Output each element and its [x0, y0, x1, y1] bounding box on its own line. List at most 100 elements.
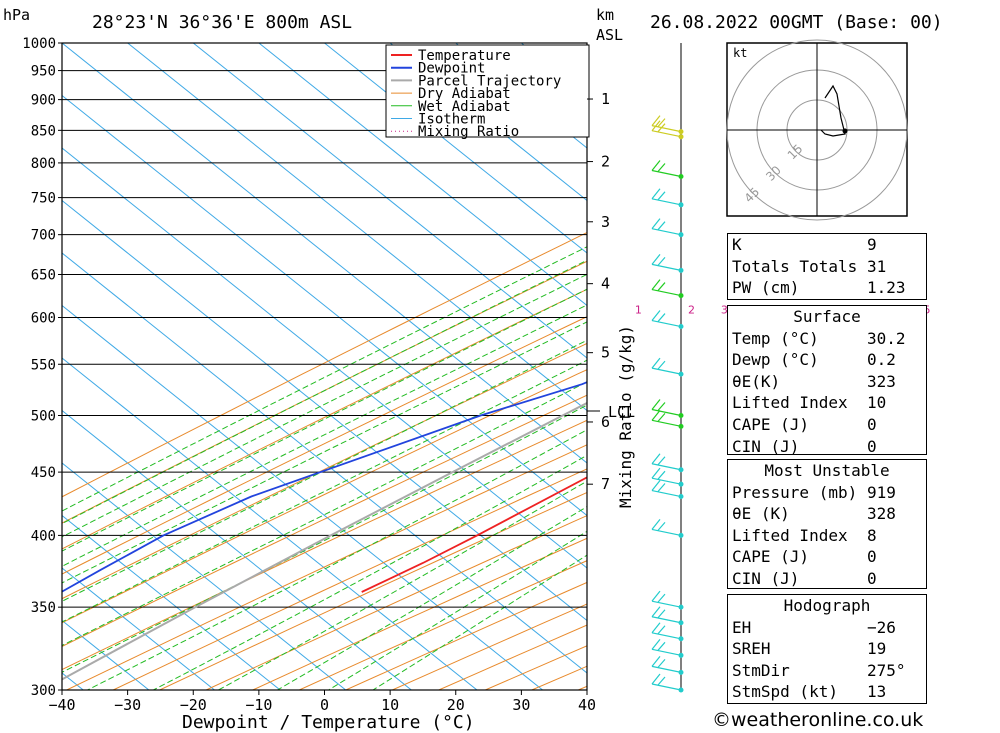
barb-dot	[678, 687, 684, 693]
barb-shaft	[651, 288, 682, 297]
hodograph-value: 19	[867, 639, 887, 659]
barb-shaft	[651, 632, 682, 640]
surface-row: CIN (J) 0	[728, 436, 926, 458]
wind-barb	[651, 590, 684, 610]
wind-barb	[651, 409, 684, 429]
copyright-footer[interactable]: ©weatheronline.co.uk	[712, 709, 924, 731]
pressure-tick-label: 450	[31, 465, 56, 481]
hodograph-value: 275°	[867, 660, 906, 680]
surface-value: 10	[867, 393, 887, 413]
wind-barb	[651, 622, 684, 642]
barb-shaft	[651, 319, 682, 328]
isotherm-line	[62, 43, 587, 464]
hodograph-row: StmDir 275°	[728, 660, 926, 682]
most-unstable-value: 919	[867, 482, 896, 502]
barb-dot	[678, 467, 684, 473]
hodograph-table: Hodograph EH −26 SREH 19 StmDir 275° StmSpd (k…	[727, 594, 927, 704]
km-tick-label: 7	[601, 475, 610, 493]
pressure-tick-label: 700	[31, 228, 56, 244]
hodograph-label: StmSpd (kt)	[732, 682, 838, 702]
pressure-tick-label: 600	[31, 311, 56, 327]
barb-shaft	[651, 130, 682, 138]
barb-flag	[651, 519, 661, 530]
pressure-tick-label: 550	[31, 357, 56, 373]
pressure-tick-label: 900	[31, 93, 56, 109]
pressure-tick-label: 500	[31, 408, 56, 424]
barb-shaft	[651, 683, 682, 691]
isotherm-line	[389, 43, 587, 202]
barb-flag	[651, 673, 661, 685]
km-tick-label: 5	[601, 344, 610, 362]
barb-flag	[657, 282, 666, 291]
barb-shaft	[651, 489, 682, 498]
km-tick-label: 3	[601, 213, 610, 231]
surface-value: 0	[867, 414, 877, 434]
x-axis-label: Dewpoint / Temperature (°C)	[182, 712, 475, 733]
hodograph-label: EH	[732, 617, 752, 637]
surface-label: Dewp (°C)	[732, 350, 819, 370]
lcl-label: LCL	[608, 403, 635, 421]
barb-flag	[651, 279, 661, 290]
barb-flag	[657, 609, 666, 619]
hodograph-title: Hodograph	[783, 596, 871, 615]
mixing-ratio-label: 3	[721, 304, 728, 317]
isotherm-line	[62, 462, 347, 690]
barb-flag	[657, 221, 666, 231]
wind-barb	[651, 519, 684, 538]
barb-dot	[678, 669, 684, 675]
km-tick-label: 2	[601, 153, 610, 171]
barb-shaft	[651, 616, 682, 624]
most-unstable-label: CAPE (J)	[732, 547, 810, 567]
index-value: 31	[867, 256, 887, 276]
barb-flag	[651, 606, 661, 618]
axes: 3003504004505005506006507007508008509009…	[22, 36, 596, 714]
hodograph-row: EH −26	[728, 617, 926, 639]
most-unstable-table: Most Unstable Pressure (mb) 919 θE (K) 328 L…	[727, 459, 927, 589]
barb-flag	[651, 467, 661, 479]
barb-dot	[678, 267, 684, 273]
barb-dot	[678, 293, 684, 299]
surface-value: 0.2	[867, 350, 896, 370]
dry-adiabat-line	[62, 342, 587, 600]
surface-value: 323	[867, 371, 896, 391]
isotherm-line	[192, 43, 587, 359]
surface-label: Temp (°C)	[732, 328, 819, 348]
surface-value: 0	[867, 436, 877, 456]
wet-adiabat-line	[62, 321, 587, 584]
hodograph-label: StmDir	[732, 660, 790, 680]
temperature-tick-label: −20	[180, 696, 207, 714]
barb-dot	[678, 532, 684, 538]
hodograph-value: −26	[867, 617, 896, 637]
wind-barb	[651, 279, 684, 299]
barb-shaft	[651, 463, 682, 471]
index-value: 9	[867, 235, 877, 254]
index-label: PW (cm)	[732, 278, 800, 298]
barb-shaft	[651, 125, 682, 133]
barb-flag	[651, 399, 661, 410]
wet-adiabat-line	[62, 288, 587, 552]
most-unstable-label: CIN (J)	[732, 568, 800, 588]
barb-flag	[657, 593, 666, 603]
barb-flag	[657, 522, 666, 531]
pressure-tick-label: 400	[31, 528, 56, 544]
most-unstable-value: 0	[867, 568, 877, 588]
dry-adiabat-line	[62, 316, 587, 575]
barb-shaft	[651, 198, 682, 206]
barb-shaft	[651, 477, 682, 485]
legend-entry: Wet Adiabat	[418, 99, 511, 115]
wind-barb	[651, 638, 684, 658]
surface-label: CAPE (J)	[732, 414, 810, 434]
barb-flag	[657, 658, 666, 668]
pressure-tick-label: 850	[31, 123, 56, 139]
barb-dot	[678, 604, 684, 610]
barb-flag	[657, 163, 666, 172]
legend-entry: Dewpoint	[418, 61, 485, 77]
barb-flag	[651, 218, 661, 230]
temperature-tick-label: 0	[320, 696, 329, 714]
dry-adiabat-line	[66, 444, 587, 690]
wind-barb	[651, 467, 684, 487]
barb-dot	[678, 494, 684, 500]
most-unstable-row: Pressure (mb) 919	[728, 482, 926, 504]
isotherm-line	[62, 409, 412, 690]
